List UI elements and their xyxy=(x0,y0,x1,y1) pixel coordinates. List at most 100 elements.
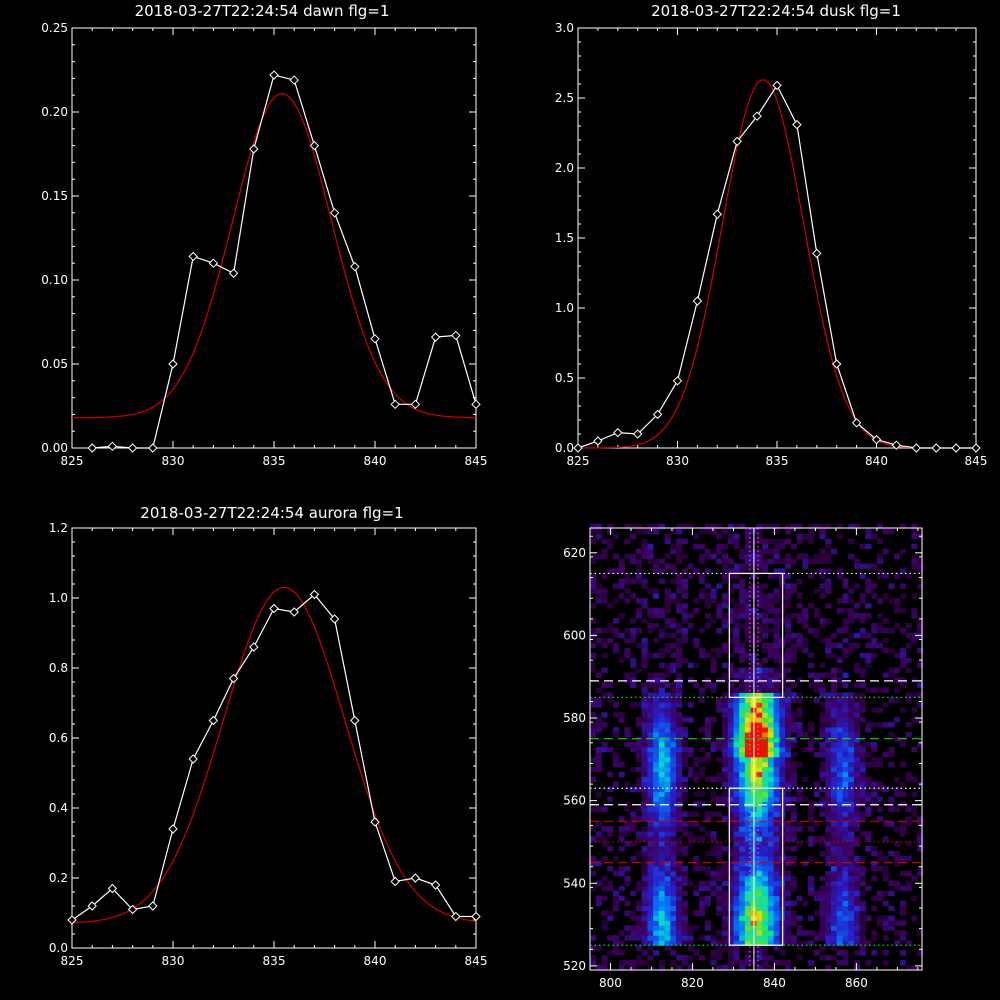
heatmap-cell xyxy=(894,737,901,743)
heatmap-cell xyxy=(796,553,803,559)
heatmap-cell xyxy=(664,697,671,703)
heatmap-cell xyxy=(865,687,872,693)
heatmap-cell xyxy=(618,563,625,569)
heatmap-cell xyxy=(658,717,665,723)
heatmap-cell xyxy=(681,583,688,589)
heatmap-cell xyxy=(825,717,832,723)
heatmap-cell xyxy=(681,553,688,559)
heatmap-cell xyxy=(590,727,597,733)
heatmap-cell xyxy=(744,826,751,832)
data-point-marker xyxy=(573,443,583,453)
heatmap-cell xyxy=(727,533,734,540)
heatmap-cell xyxy=(773,588,780,594)
heatmap-cell xyxy=(710,682,717,688)
heatmap-cell xyxy=(905,806,912,812)
heatmap-cell xyxy=(693,771,700,778)
heatmap-cell xyxy=(681,960,688,966)
heatmap-cell xyxy=(773,960,780,966)
heatmap-cell xyxy=(785,553,792,559)
heatmap-cell xyxy=(590,578,597,584)
heatmap-cell xyxy=(767,930,774,936)
heatmap-cell xyxy=(773,875,780,882)
heatmap-cell xyxy=(854,766,861,773)
heatmap-cell xyxy=(796,692,803,698)
heatmap-cell xyxy=(727,965,734,971)
heatmap-cell xyxy=(601,856,608,862)
dawn-line-plot: 2018-03-27T22:24:54 dawn flg=1 825 830 835… xyxy=(41,2,487,468)
heatmap-cell xyxy=(658,786,665,792)
heatmap-cell xyxy=(739,776,746,783)
heatmap-cell xyxy=(854,841,861,847)
heatmap-cell xyxy=(785,697,792,703)
heatmap-cell xyxy=(595,746,602,753)
heatmap-cell xyxy=(899,885,906,892)
heatmap-cell xyxy=(733,737,740,743)
heatmap-cell xyxy=(590,756,597,763)
heatmap-cell xyxy=(647,930,654,936)
heatmap-cell xyxy=(744,841,751,847)
heatmap-cell xyxy=(722,543,729,550)
heatmap-cell xyxy=(819,786,826,792)
heatmap-cell xyxy=(773,781,780,787)
heatmap-cell xyxy=(641,742,648,748)
heatmap-cell xyxy=(744,588,751,594)
heatmap-cell xyxy=(762,856,769,862)
heatmap-cell xyxy=(658,851,665,857)
heatmap-cell xyxy=(716,955,723,961)
heatmap-cell xyxy=(831,672,838,678)
heatmap-cell xyxy=(802,553,809,559)
heatmap-cell xyxy=(704,935,711,941)
heatmap-cell xyxy=(836,905,843,911)
heatmap-cell xyxy=(635,578,642,584)
heatmap-cell xyxy=(641,940,648,946)
heatmap-cell xyxy=(825,588,832,594)
heatmap-cell xyxy=(773,702,780,708)
y-tick-label: 2.0 xyxy=(555,161,574,175)
data-point-marker xyxy=(188,754,198,764)
heatmap-cell xyxy=(842,766,849,773)
heatmap-cell xyxy=(590,573,597,579)
heatmap-cell xyxy=(785,796,792,802)
heatmap-cell xyxy=(635,900,642,906)
heatmap-cell xyxy=(733,846,740,852)
heatmap-cell xyxy=(836,950,843,956)
heatmap-cell xyxy=(716,885,723,892)
heatmap-cell xyxy=(831,702,838,708)
heatmap-cell xyxy=(859,915,866,921)
heatmap-cell xyxy=(836,960,843,966)
heatmap-cell xyxy=(773,851,780,857)
heatmap-cell xyxy=(727,776,734,783)
heatmap-cell xyxy=(630,935,637,941)
data-point-marker xyxy=(471,911,481,922)
heatmap-cell xyxy=(647,756,654,763)
heatmap-cell xyxy=(727,950,734,956)
heatmap-cell xyxy=(601,573,608,579)
heatmap-cell xyxy=(722,846,729,852)
heatmap-cell xyxy=(624,801,631,807)
heatmap-cell xyxy=(865,642,872,649)
heatmap-cell xyxy=(647,910,654,916)
heatmap-cell xyxy=(664,816,671,822)
heatmap-cell xyxy=(767,737,774,743)
heatmap-cell xyxy=(647,920,654,926)
heatmap-cell xyxy=(831,786,838,792)
heatmap-cell xyxy=(779,761,786,768)
heatmap-cell xyxy=(687,935,694,941)
heatmap-cell xyxy=(831,846,838,852)
heatmap-cell xyxy=(653,846,660,852)
heatmap-cell xyxy=(670,727,677,733)
heatmap-cell xyxy=(831,548,838,555)
heatmap-cell xyxy=(802,860,809,867)
y-tick-label: 0.2 xyxy=(49,871,68,885)
heatmap-cell xyxy=(722,702,729,708)
data-point-marker xyxy=(208,715,219,726)
heatmap-cell xyxy=(785,563,792,569)
heatmap-cell xyxy=(670,880,677,887)
heatmap-cell xyxy=(825,583,832,589)
heatmap-cell xyxy=(790,712,797,718)
heatmap-cell xyxy=(917,563,924,569)
heatmap-cell xyxy=(779,771,786,778)
heatmap-cell xyxy=(762,687,769,693)
heatmap-cell xyxy=(670,885,677,892)
heatmap-cell xyxy=(727,915,734,921)
